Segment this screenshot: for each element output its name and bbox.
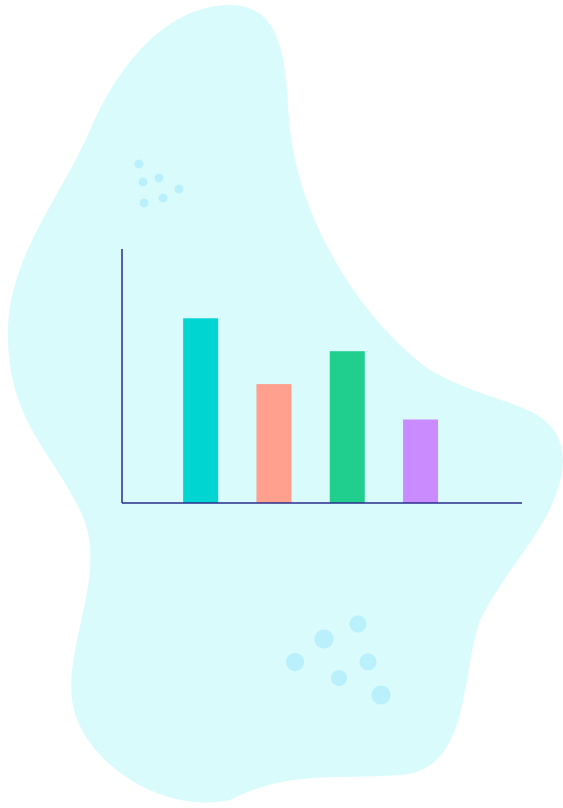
- dot: [138, 177, 148, 187]
- dot: [174, 184, 184, 194]
- dot: [139, 198, 149, 208]
- bar: [256, 384, 292, 503]
- dot: [134, 159, 144, 169]
- bar: [403, 419, 439, 503]
- bar: [329, 351, 365, 503]
- dot: [359, 653, 377, 671]
- dot: [371, 685, 391, 705]
- dot: [331, 670, 347, 686]
- dot: [314, 629, 334, 649]
- dot: [158, 193, 168, 203]
- dot: [349, 615, 367, 633]
- dot: [154, 173, 164, 183]
- bar: [183, 318, 219, 503]
- decor-dots: [134, 159, 391, 705]
- bars: [183, 318, 439, 503]
- dot: [286, 653, 304, 671]
